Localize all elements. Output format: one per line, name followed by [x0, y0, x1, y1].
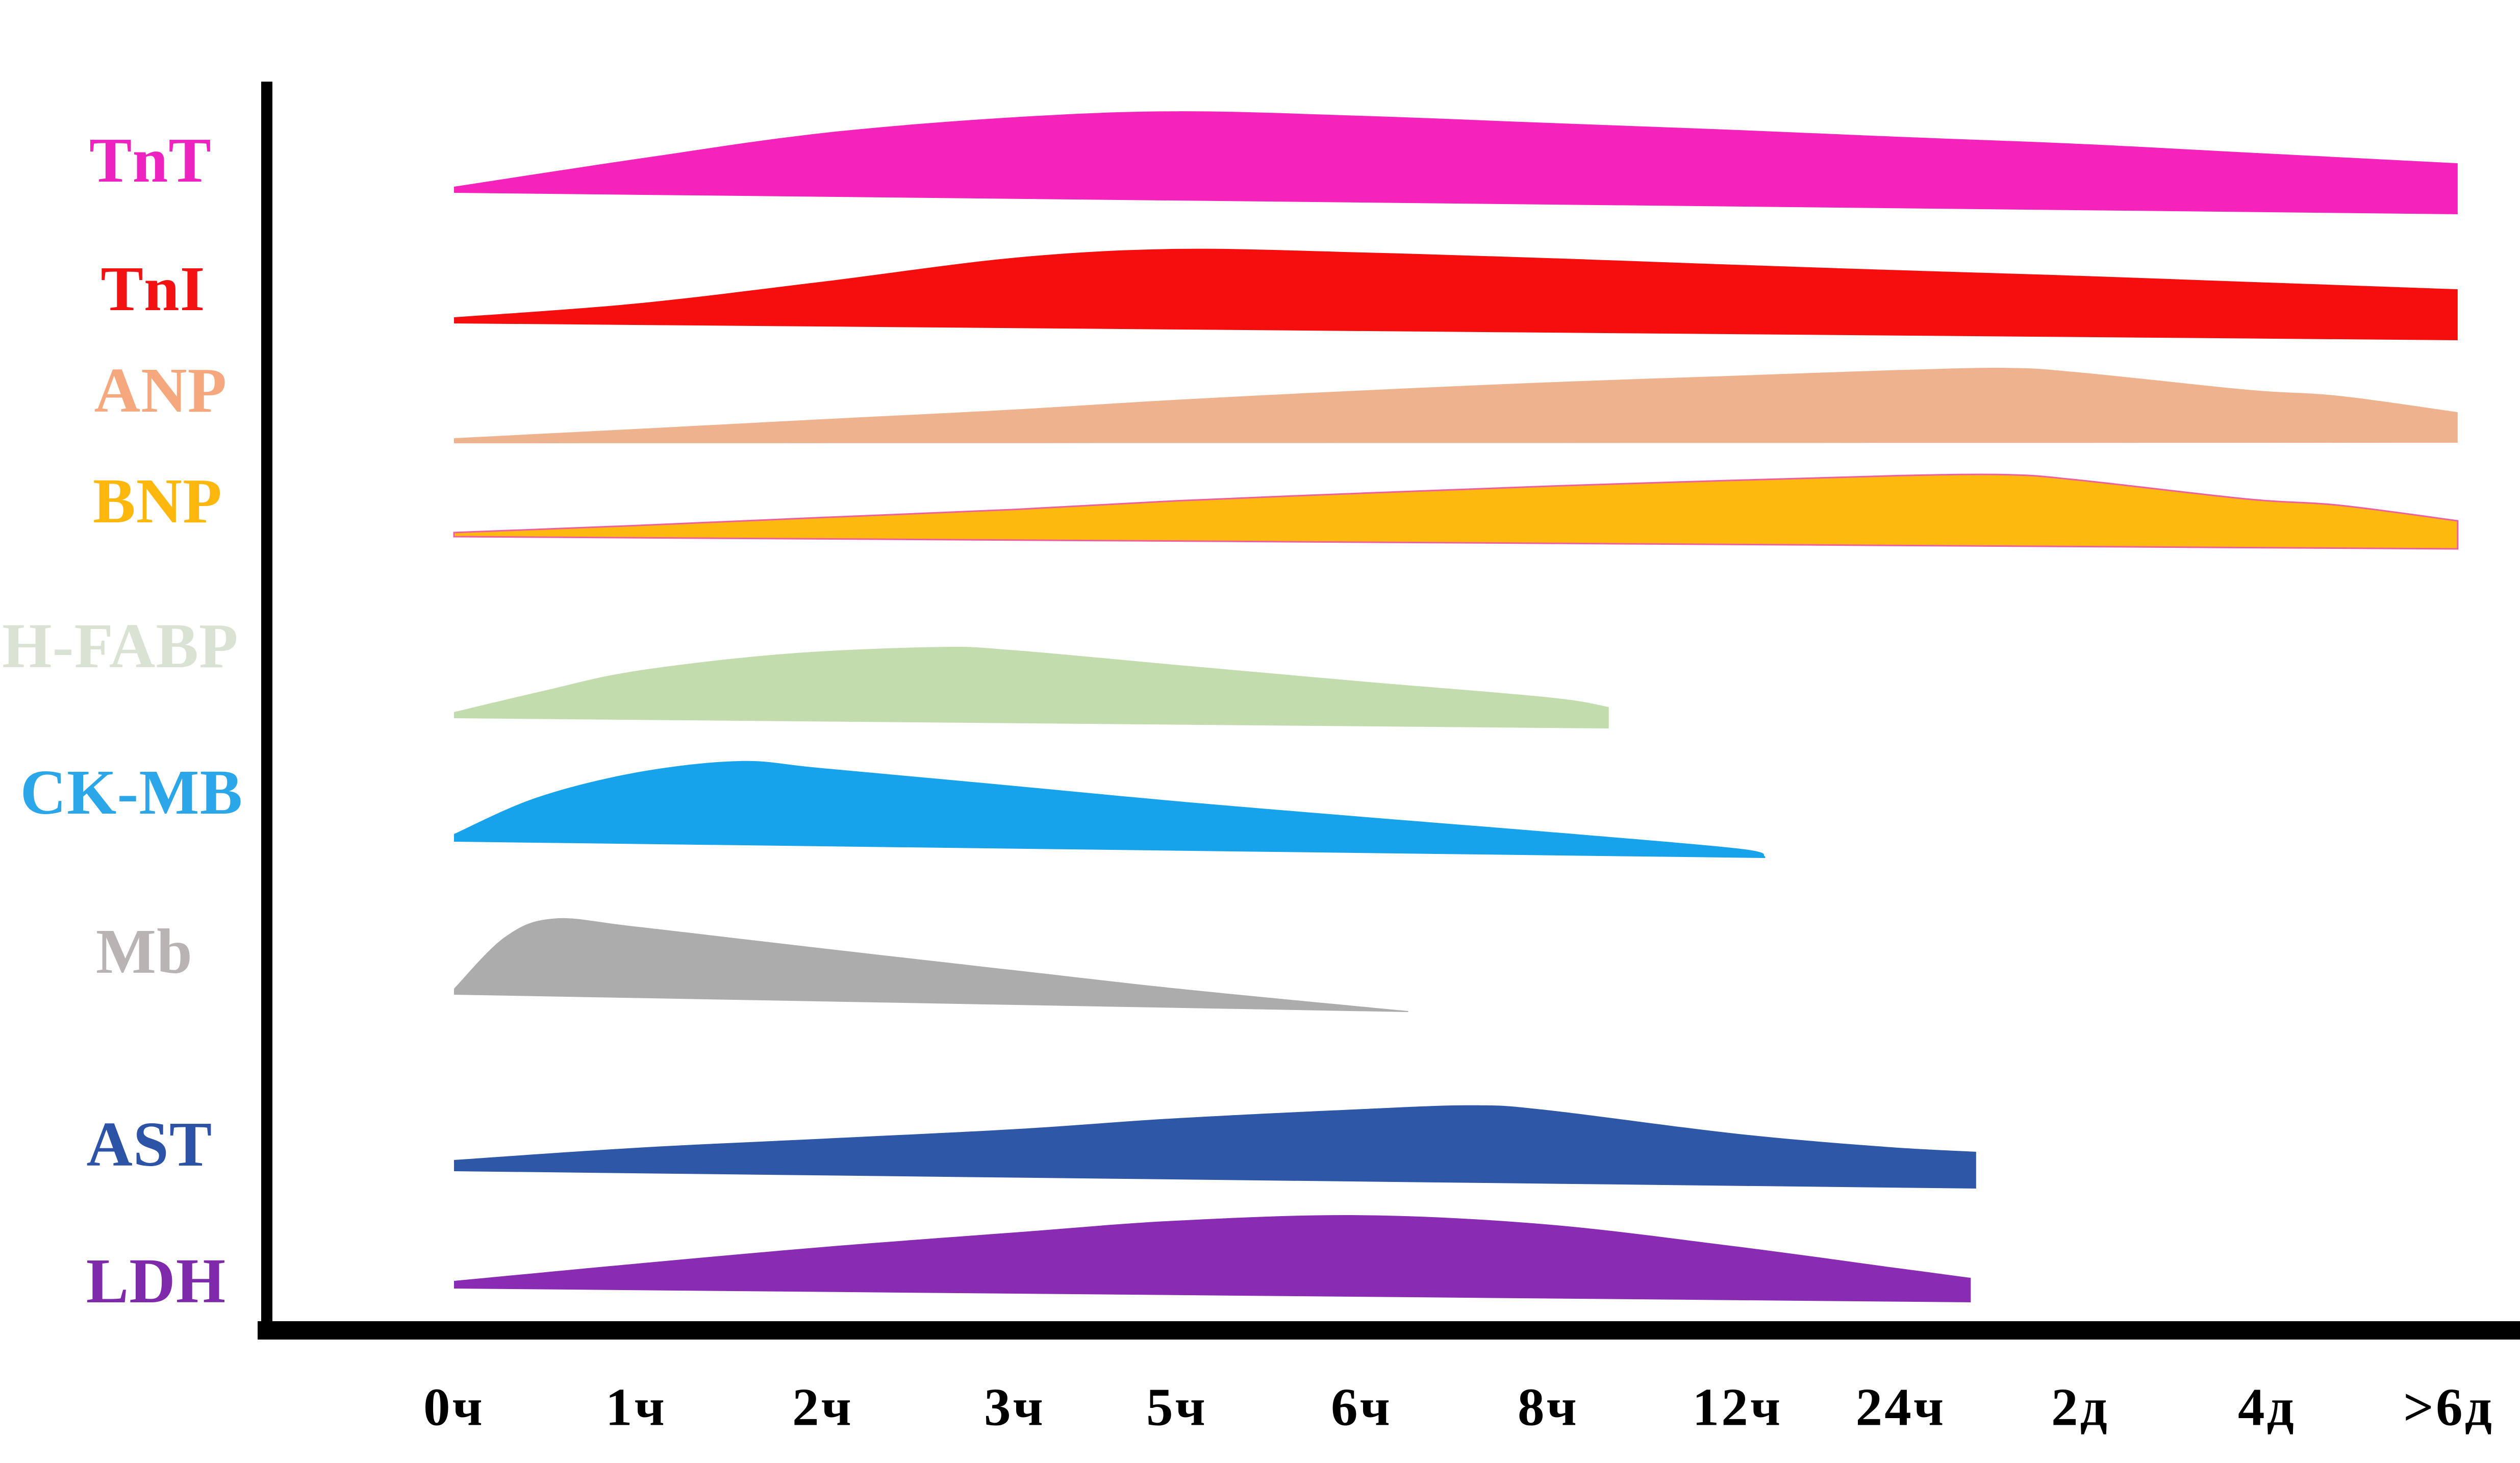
x-tick-label-4: 5ч [1146, 1377, 1207, 1437]
y-axis-line [261, 82, 272, 1340]
x-tick-label-0: 0ч [423, 1377, 485, 1437]
ribbon-ckmb [454, 761, 1766, 858]
ribbon-bnp [453, 473, 2459, 550]
marker-label-tnt: TnT [89, 125, 212, 196]
x-tick-label-3: 3ч [984, 1377, 1045, 1437]
ribbon-tni [454, 248, 2458, 340]
ribbon-hfabp [454, 647, 1609, 728]
x-tick-label-2: 2ч [792, 1377, 853, 1437]
x-tick-label-6: 8ч [1518, 1377, 1579, 1437]
ribbons-group [453, 111, 2459, 1302]
marker-label-mb: Mb [96, 917, 193, 987]
x-axis-line [258, 1321, 2520, 1340]
x-tick-label-8: 24ч [1856, 1377, 1946, 1437]
ribbon-anp [454, 368, 2458, 443]
x-axis-tick-labels-group: 0ч 1ч 2ч 3ч 5ч 6ч 8ч 12ч 24ч 2д 4д >6д [423, 1377, 2494, 1437]
marker-label-ldh: LDH [86, 1246, 226, 1317]
x-tick-label-5: 6ч [1331, 1377, 1392, 1437]
ribbon-ast [454, 1105, 1976, 1189]
ribbon-ldh [454, 1215, 1971, 1302]
x-tick-label-1: 1ч [606, 1377, 667, 1437]
marker-label-ckmb: CK-MB [20, 758, 243, 828]
marker-label-ast: AST [87, 1109, 213, 1180]
x-tick-label-9: 2д [2051, 1377, 2109, 1437]
ribbon-mb [454, 918, 1408, 1012]
marker-label-anp: ANP [94, 356, 228, 426]
marker-label-tni: TnI [100, 254, 205, 324]
marker-label-hfabp: H-FABP [2, 611, 238, 682]
ribbon-tnt [454, 111, 2458, 214]
marker-labels-group: TnT TnI ANP BNP H-FABP CK-MB Mb AST LDH [2, 125, 243, 1317]
x-tick-label-7: 12ч [1693, 1377, 1783, 1437]
x-tick-label-10: 4д [2238, 1377, 2296, 1437]
x-tick-label-11: >6д [2403, 1377, 2494, 1437]
marker-label-bnp: BNP [93, 466, 222, 537]
